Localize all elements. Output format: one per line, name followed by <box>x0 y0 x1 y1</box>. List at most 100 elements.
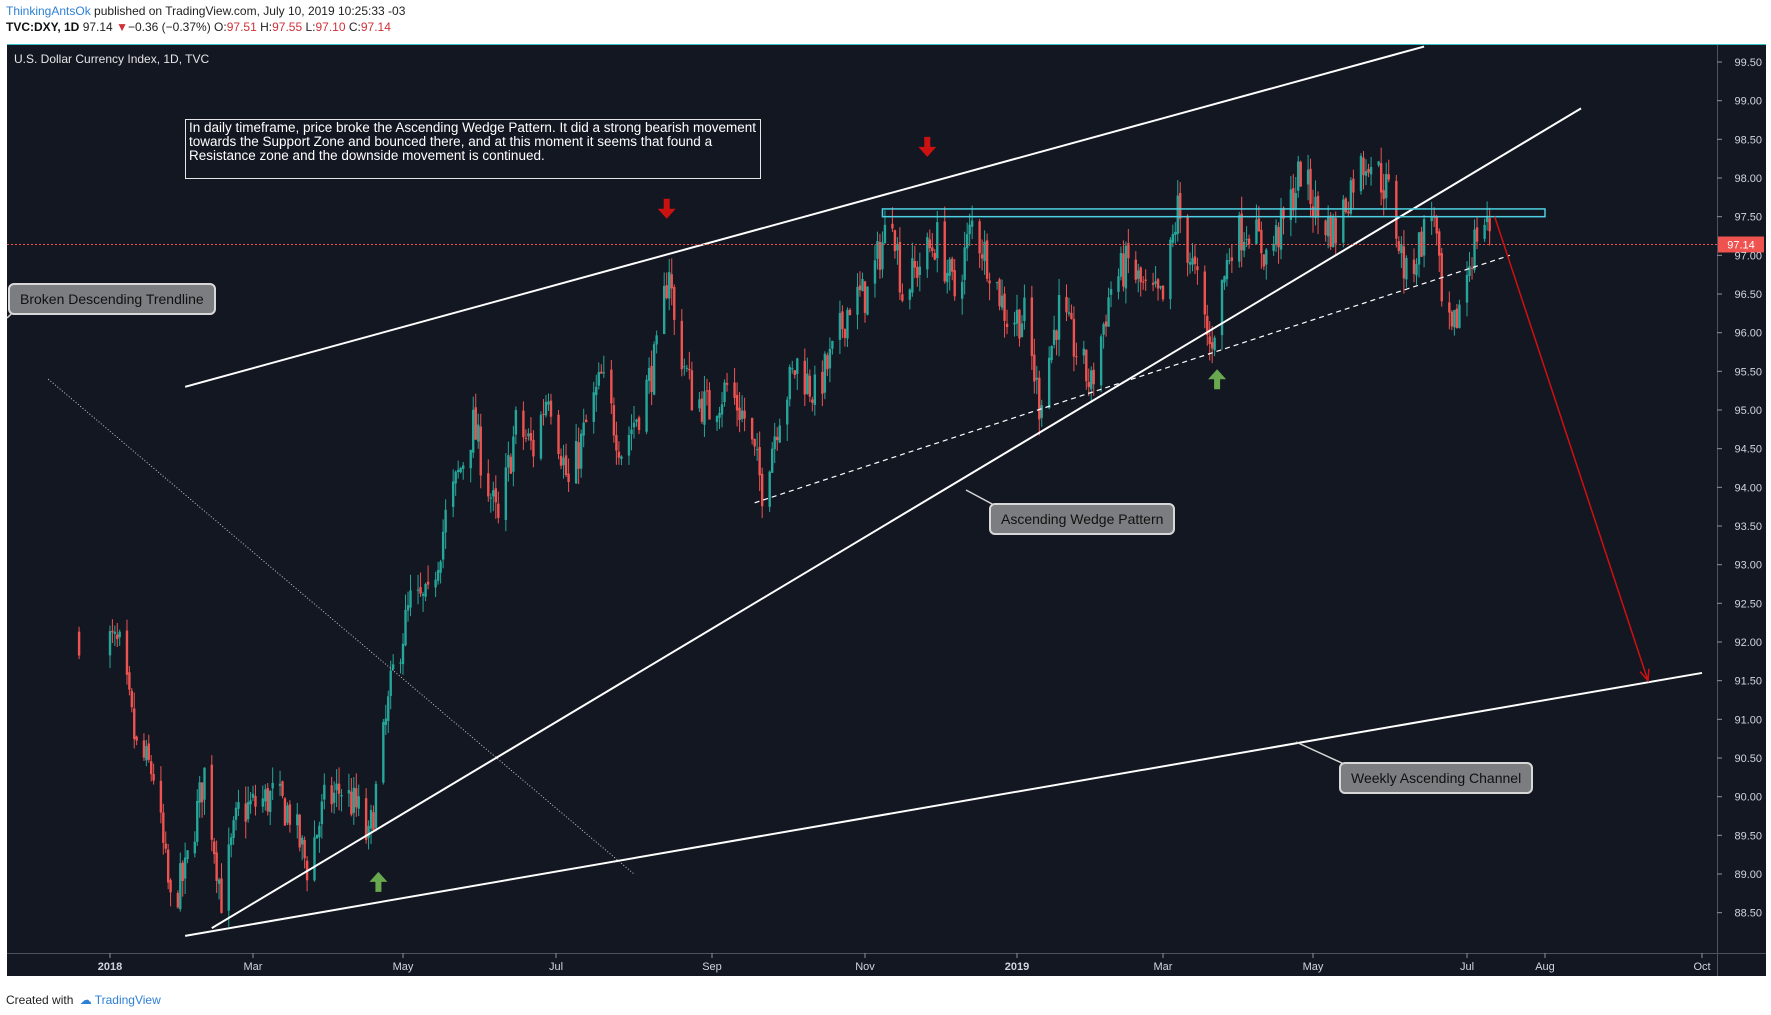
candle-body <box>1142 281 1145 283</box>
candle-body <box>130 690 134 708</box>
candle-body <box>162 812 165 843</box>
candle-body <box>926 237 929 270</box>
candle-body <box>708 390 711 420</box>
candle-body <box>948 259 951 276</box>
author-link[interactable]: ThinkingAntsOk <box>6 4 91 18</box>
candle-body <box>357 796 360 809</box>
candle-body <box>673 287 676 320</box>
candle-body <box>813 374 817 405</box>
y-tick-label: 92.50 <box>1734 598 1762 610</box>
sell-arrow-icon <box>918 136 937 157</box>
candle-body <box>960 281 964 299</box>
candle-body <box>1395 180 1398 239</box>
candle-body <box>1038 377 1041 420</box>
analysis-note[interactable]: In daily timeframe, price broke the Asce… <box>185 119 761 179</box>
candle-body <box>738 407 741 421</box>
candle-body <box>700 398 704 422</box>
candle-body <box>1297 161 1300 191</box>
candle-body <box>232 820 235 838</box>
candle-body <box>988 280 991 284</box>
candle-body <box>928 239 931 249</box>
price-axis[interactable]: 99.50 99.00 98.50 98.00 97.50 97.00 96.50 96.00… <box>1717 57 1762 920</box>
candle-body <box>1382 190 1385 200</box>
candle-body <box>715 416 719 423</box>
candle-body <box>755 449 759 451</box>
candle-body <box>1465 274 1469 303</box>
candle-body <box>1292 188 1295 211</box>
candle-body <box>1402 246 1406 279</box>
tradingview-link[interactable]: TradingView <box>94 993 161 1007</box>
candle-body <box>246 802 250 820</box>
symbol-label[interactable]: TVC:DXY, 1D <box>6 20 80 34</box>
candle-body <box>118 631 121 638</box>
candle-body <box>382 721 385 783</box>
candle-body <box>1099 336 1103 386</box>
candle-body <box>1070 312 1073 319</box>
candle-body <box>1104 321 1108 327</box>
high-label: H: <box>260 20 273 34</box>
x-tick-label: Mar <box>244 961 263 973</box>
candle-body <box>1342 199 1345 243</box>
wedge-callout[interactable]: Ascending Wedge Pattern <box>989 503 1176 535</box>
candle-body <box>1240 213 1243 251</box>
candle-body <box>1052 329 1056 345</box>
candle-body <box>527 433 530 437</box>
trendline-callout[interactable]: Broken Descending Trendline <box>8 283 216 315</box>
candle-body <box>637 417 641 431</box>
candle-body <box>978 221 981 254</box>
time-axis-background <box>7 953 1717 976</box>
candle-body <box>367 826 370 838</box>
candle-body <box>998 279 1001 307</box>
candle-body <box>1362 157 1365 176</box>
candle-body <box>1151 282 1155 285</box>
candle-body <box>908 289 912 300</box>
candle-body <box>896 244 899 251</box>
candle-body <box>1314 196 1317 218</box>
candle-body <box>1174 231 1177 235</box>
candle-body <box>1072 318 1076 357</box>
candle-body <box>237 802 240 809</box>
y-tick-label: 89.00 <box>1734 869 1762 881</box>
y-tick-label: 92.00 <box>1734 637 1762 649</box>
y-tick-label: 95.00 <box>1734 405 1762 417</box>
open-value: 97.51 <box>226 20 257 34</box>
candle-body <box>1417 232 1421 265</box>
x-tick-label: Jul <box>1460 961 1474 973</box>
time-axis[interactable]: 2018 Mar May Jul Sep Nov 2019 Mar May Jul Aug Oct <box>98 953 1711 973</box>
candle-body <box>985 240 989 279</box>
channel-callout[interactable]: Weekly Ascending Channel <box>1339 762 1534 794</box>
candle-body <box>1005 323 1009 327</box>
candle-body <box>1349 180 1353 214</box>
candle-body <box>1289 189 1293 221</box>
candle-body <box>680 320 684 370</box>
candle-body <box>776 436 779 441</box>
candle-body <box>720 404 724 415</box>
candle-body <box>595 386 598 396</box>
candle-body <box>1455 308 1459 328</box>
candle-body <box>883 224 887 244</box>
candle-body <box>355 788 358 808</box>
candle-body <box>477 424 480 442</box>
candle-body <box>1485 216 1489 223</box>
candle-body <box>1247 238 1251 245</box>
candle-body <box>1329 215 1332 247</box>
y-tick-label: 97.50 <box>1734 212 1762 224</box>
candle-body <box>1107 297 1110 327</box>
candle-body <box>778 425 781 443</box>
candle-body <box>469 449 472 469</box>
tradingview-logo-icon[interactable]: ☁ <box>79 993 92 1007</box>
candle-body <box>821 371 824 394</box>
candle-body <box>1082 348 1086 356</box>
candle-body <box>549 400 553 417</box>
candle-body <box>419 587 422 594</box>
created-with-text: Created with <box>6 993 74 1007</box>
candle-body <box>597 372 600 386</box>
candle-body <box>758 447 761 476</box>
candle-body <box>564 455 568 476</box>
candle-body <box>1488 218 1491 232</box>
channel-upper-line <box>184 45 1425 388</box>
candle-body <box>1272 243 1275 251</box>
candles-layer <box>77 147 1491 927</box>
low-value: 97.10 <box>315 20 346 34</box>
